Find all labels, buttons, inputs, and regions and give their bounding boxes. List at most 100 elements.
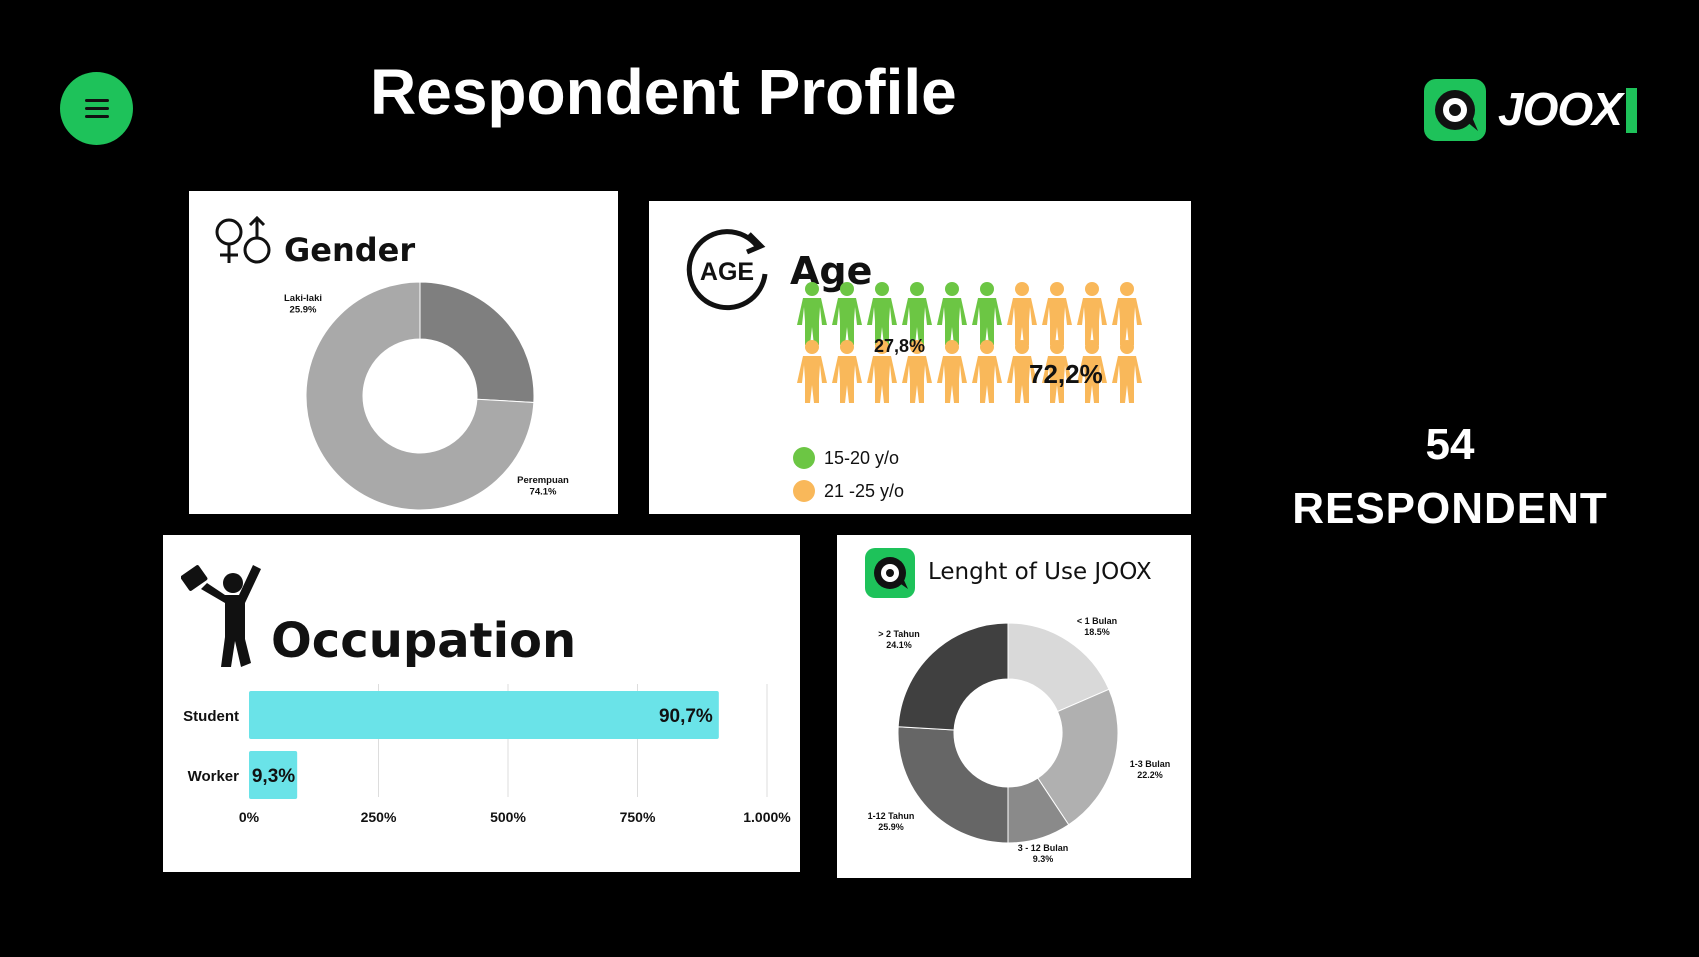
menu-icon-bar <box>85 115 109 118</box>
slice-value-0: 18.5% <box>1084 627 1110 637</box>
person-head <box>1015 282 1029 296</box>
age-icon-array: 27,8% 72,2% 15-20 y/o 21 -25 y/o <box>793 282 1142 502</box>
age-title: Age <box>790 249 873 293</box>
person-icon-11 <box>832 340 862 403</box>
person-body <box>972 356 1002 403</box>
slice-1 <box>305 281 535 511</box>
age-card: AGE Age 27,8% 72,2% 15-20 y/o 21 -25 y/o <box>649 201 1191 514</box>
person-icon-18 <box>1077 340 1107 403</box>
slice-value-0: 25.9% <box>290 305 317 316</box>
slice-label-4: > 2 Tahun <box>878 629 920 639</box>
person-head <box>980 282 994 296</box>
respondent-label: RESPONDENT <box>1292 484 1608 533</box>
person-body <box>1077 356 1107 403</box>
occupation-bar-chart: 0% 250% 500% 750% 1.000% Student 90,7% Worker 9,… <box>183 684 791 825</box>
menu-icon <box>85 99 109 102</box>
person-body <box>1077 298 1107 345</box>
person-icon-12 <box>867 340 897 403</box>
joox-logo-bar <box>1626 88 1637 133</box>
bar-value-label-1: 9,3% <box>252 766 295 787</box>
person-body <box>832 356 862 403</box>
person-head <box>1050 340 1064 354</box>
slice-label-2: 3 - 12 Bulan <box>1018 843 1069 853</box>
person-body <box>1007 298 1037 345</box>
legend-swatch-1 <box>793 480 815 502</box>
person-head <box>1120 340 1134 354</box>
person-head <box>875 340 889 354</box>
joox-app-icon <box>865 548 915 598</box>
person-body <box>1112 356 1142 403</box>
person-icon-4 <box>937 282 967 345</box>
person-icon-8 <box>1077 282 1107 345</box>
person-icon-19 <box>1112 340 1142 403</box>
person-body <box>797 356 827 403</box>
person-head <box>1085 282 1099 296</box>
legend-swatch-0 <box>793 447 815 469</box>
person-head <box>805 340 819 354</box>
person-icon-9 <box>1112 282 1142 345</box>
category-label-0: Student <box>183 708 239 725</box>
slice-value-2: 9.3% <box>1033 854 1054 864</box>
person-icon-6 <box>1007 282 1037 345</box>
svg-text:AGE: AGE <box>700 258 754 286</box>
person-body <box>937 298 967 345</box>
person-icon-2 <box>867 282 897 345</box>
age-value-label-0: 27,8% <box>874 336 925 356</box>
slice-3 <box>897 726 1009 844</box>
gender-symbols-icon <box>215 215 271 264</box>
joox-logo-text: JOOX <box>1498 83 1623 135</box>
person-icon-1 <box>832 282 862 345</box>
respondent-summary: 54 RESPONDENT <box>1200 420 1699 534</box>
occupation-card: Occupation 0% 250% 500% 750% 1.000% Student 90… <box>163 535 800 872</box>
person-icon-3 <box>902 282 932 345</box>
slice-value-1: 74.1% <box>530 487 557 498</box>
person-head <box>1120 282 1134 296</box>
person-head <box>1015 340 1029 354</box>
length-of-use-title: Lenght of Use JOOX <box>928 559 1152 585</box>
slice-value-3: 25.9% <box>878 822 904 832</box>
person-head <box>840 282 854 296</box>
person-head <box>875 282 889 296</box>
person-body <box>937 356 967 403</box>
x-tick-label-3: 750% <box>620 809 656 825</box>
person-head <box>1050 282 1064 296</box>
person-body <box>867 298 897 345</box>
length-of-use-card: Lenght of Use JOOX < 1 Bulan 18.5% 1-3 Bul… <box>837 535 1191 878</box>
person-head <box>840 340 854 354</box>
legend-label-1: 21 -25 y/o <box>824 481 904 501</box>
slice-1 <box>1037 688 1119 826</box>
person-icon-5 <box>972 282 1002 345</box>
person-body <box>1042 298 1072 345</box>
menu-button[interactable] <box>60 72 133 145</box>
bar-student <box>249 691 719 739</box>
person-body <box>1112 298 1142 345</box>
slice-label-0: < 1 Bulan <box>1077 616 1117 626</box>
person-head <box>805 282 819 296</box>
respondent-count: 54 <box>1425 420 1475 469</box>
person-body <box>867 356 897 403</box>
x-tick-label-0: 0% <box>239 809 260 825</box>
gender-card: Gender Laki-laki 25.9% Perempuan 74.1% <box>189 191 618 514</box>
person-icon-16 <box>1007 340 1037 403</box>
slice-value-1: 22.2% <box>1137 770 1163 780</box>
person-icon-13 <box>902 340 932 403</box>
slice-label-0: Laki-laki <box>284 293 322 304</box>
slice-label-1: Perempuan <box>517 475 569 486</box>
x-tick-label-2: 500% <box>490 809 526 825</box>
person-icon-14 <box>937 340 967 403</box>
person-head <box>945 340 959 354</box>
occupation-title: Occupation <box>271 613 577 669</box>
person-body <box>797 298 827 345</box>
x-tick-label-4: 1.000% <box>743 809 791 825</box>
slice-4 <box>897 622 1009 731</box>
joox-logo-icon <box>1424 79 1486 141</box>
slice-label-1: 1-3 Bulan <box>1130 759 1171 769</box>
menu-icon-bar <box>85 107 109 110</box>
worker-briefcase-icon <box>181 565 261 667</box>
gender-title: Gender <box>284 231 416 269</box>
person-icon-7 <box>1042 282 1072 345</box>
x-tick-label-1: 250% <box>361 809 397 825</box>
person-head <box>910 282 924 296</box>
